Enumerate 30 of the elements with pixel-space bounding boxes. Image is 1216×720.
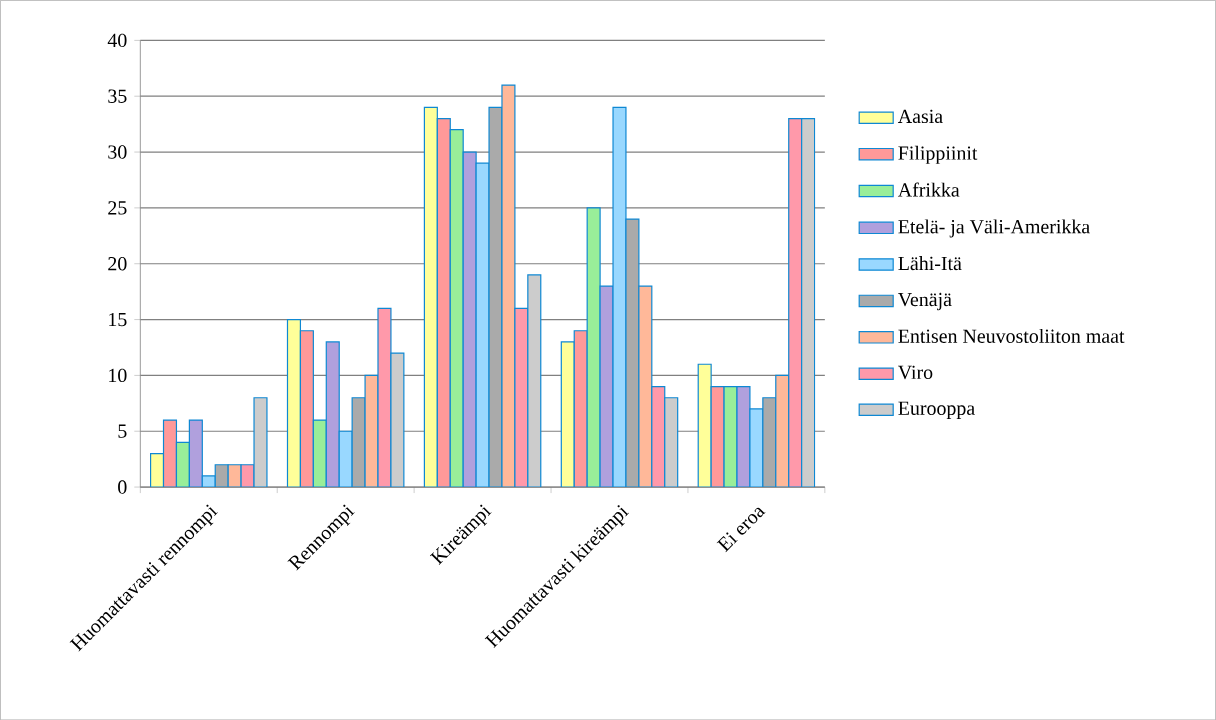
y-tick-label: 20 (108, 256, 127, 271)
legend-label: Etelä- ja Väli-Amerikka (898, 219, 1090, 238)
bar (286, 318, 302, 487)
legend-label: Aasia (897, 109, 943, 123)
bar (560, 341, 575, 487)
legend-label: Viro (897, 365, 933, 379)
bar (423, 106, 438, 487)
bar (775, 374, 790, 487)
y-tick-label: 5 (118, 424, 127, 438)
legend-label: Lähi-Itä (898, 255, 962, 270)
bar (527, 274, 542, 487)
x-tick-label: Ei eroa (716, 507, 766, 553)
bar (801, 117, 816, 487)
bar (325, 341, 340, 487)
y-tick-label: 0 (118, 480, 127, 494)
y-tick-label: 35 (108, 89, 127, 103)
legend-label: Filippiinit (898, 145, 978, 164)
legend-label: Venäjä (897, 292, 952, 311)
legend-label: Entisen Neuvostoliiton maat (898, 328, 1125, 343)
bar (312, 419, 327, 487)
y-tick-label: 40 (107, 33, 127, 47)
legend-label: Afrikka (897, 182, 960, 197)
y-tick-label: 30 (108, 145, 127, 159)
y-tick-label: 15 (109, 312, 127, 327)
y-tick-label: 10 (109, 368, 127, 382)
legend-label: Eurooppa (898, 401, 975, 419)
y-tick-label: 25 (108, 201, 127, 215)
bar (188, 419, 203, 487)
bar (449, 128, 464, 487)
bar (664, 396, 679, 487)
